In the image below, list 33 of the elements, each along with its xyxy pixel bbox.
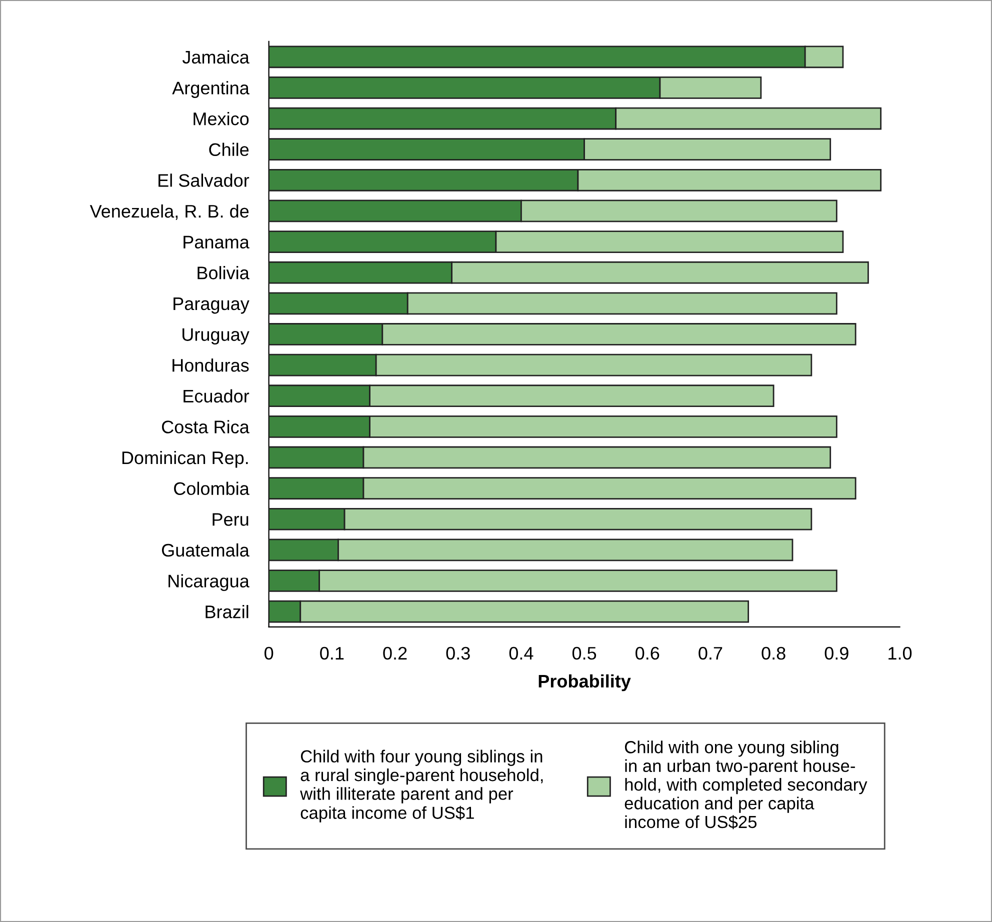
- x-tick-label: 0.9: [824, 646, 848, 660]
- legend-label: Child with one young sibling in an urban two-parent house- hold, with completed secondary education and per capita income of US$25: [624, 740, 868, 830]
- y-tick-label: Costa Rica: [162, 420, 250, 434]
- x-tick-label: 0: [264, 646, 274, 660]
- y-tick-label: Peru: [212, 513, 248, 526]
- x-tick-label: 0.7: [698, 646, 722, 660]
- y-tick-label: Nicaragua: [168, 574, 250, 592]
- y-tick-label: Ecuador: [184, 389, 250, 403]
- y-tick-label: Brazil: [206, 605, 248, 618]
- x-tick-label: 0.6: [636, 646, 660, 660]
- legend-label: Child with four young siblings in a rural single-parent household, with illiterate parent and per capita income of US$1: [300, 750, 543, 822]
- x-tick-label: 0.4: [509, 646, 534, 660]
- y-tick-label: Paraguay: [174, 298, 250, 314]
- y-tick-label: Dominican Rep.: [122, 450, 248, 468]
- y-tick-label: Panama: [184, 236, 250, 248]
- y-tick-label: Uruguay: [182, 328, 250, 345]
- y-tick-label: Guatemala: [162, 543, 250, 557]
- x-tick-label: 0.1: [320, 646, 344, 660]
- y-tick-label: Bolivia: [198, 266, 250, 280]
- y-tick-label: Argentina: [172, 81, 250, 98]
- y-tick-label: El Salvador: [158, 174, 250, 187]
- x-tick-label: 0.5: [572, 646, 596, 660]
- y-tick-label: Jamaica: [182, 50, 250, 64]
- x-tick-label: 0.8: [762, 646, 786, 660]
- x-tick-label: 1.0: [888, 646, 912, 660]
- y-tick-label: Mexico: [194, 112, 249, 126]
- y-tick-label: Venezuela, R. B. de: [90, 204, 249, 220]
- y-tick-label: Chile: [209, 142, 249, 156]
- x-tick-label: 0.2: [383, 646, 407, 660]
- x-tick-label: 0.3: [446, 646, 470, 660]
- y-tick-label: Colombia: [174, 482, 250, 496]
- y-tick-label: Honduras: [172, 358, 249, 372]
- x-axis-title: Probability: [538, 674, 631, 692]
